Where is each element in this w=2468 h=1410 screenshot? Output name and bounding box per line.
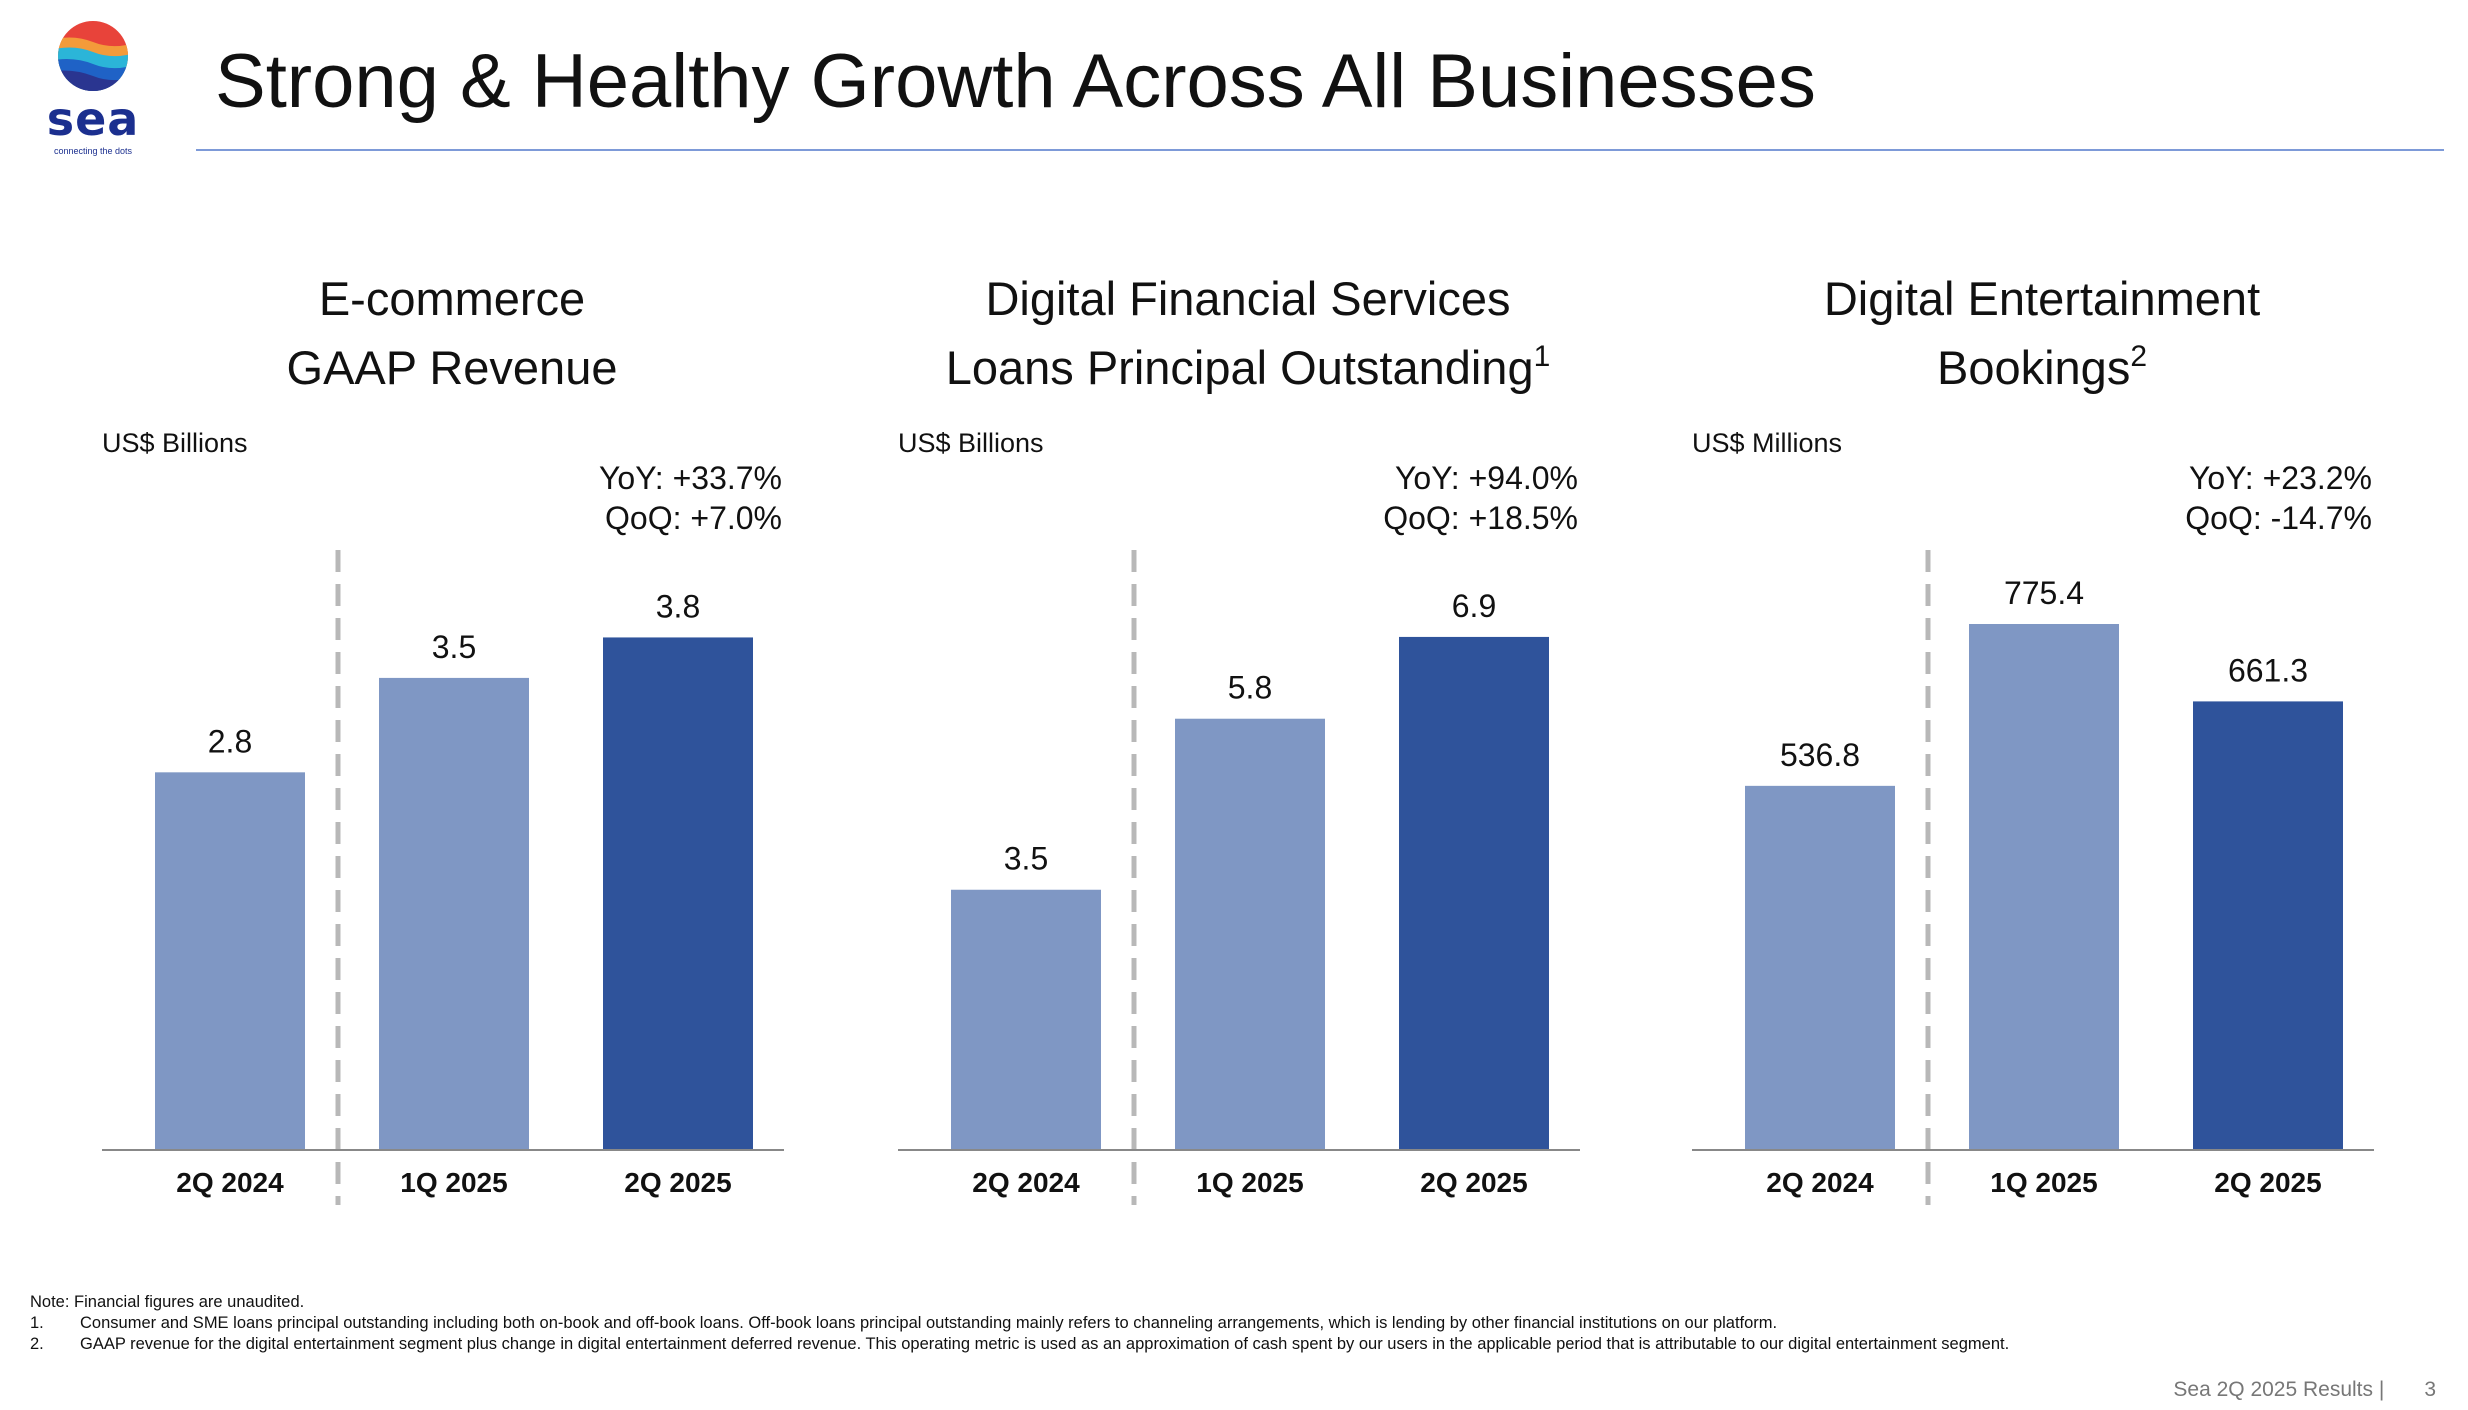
footnote-marker: 1 (1533, 340, 1551, 373)
bar-value-label: 6.9 (1452, 588, 1496, 624)
sea-logo: sea connecting the dots (38, 20, 148, 160)
bar (2193, 701, 2343, 1150)
footnote-text: Consumer and SME loans principal outstan… (80, 1314, 1778, 1332)
bar (1969, 623, 2119, 1150)
chart-digital-financial-services: Digital Financial Services Loans Princip… (898, 270, 1598, 1230)
footnotes: Note: Financial figures are unaudited. 1… (30, 1292, 2030, 1355)
footnote-text: GAAP revenue for the digital entertainme… (80, 1335, 2010, 1353)
bar-chart-svg: 2.8 2Q 2024 3.5 1Q 2025 3.8 2Q 2025 (102, 550, 784, 1205)
growth-stats: YoY: +94.0% QoQ: +18.5% (1383, 458, 1578, 538)
footnote-item: 1. Consumer and SME loans principal outs… (30, 1313, 2030, 1334)
footnote-number: 2. (30, 1335, 44, 1353)
page-number: 3 (2424, 1378, 2436, 1401)
logo-wordmark: sea (46, 92, 140, 146)
chart-title-line: Loans Principal Outstanding1 (945, 340, 1551, 394)
category-label: 2Q 2025 (624, 1167, 731, 1198)
footnote-marker: 2 (2130, 340, 2148, 373)
bar (951, 889, 1101, 1150)
bar (603, 637, 753, 1150)
chart-title-line: Digital Entertainment (1823, 272, 2261, 325)
bar (1745, 785, 1895, 1150)
category-label: 2Q 2025 (1420, 1167, 1527, 1198)
bar (1175, 718, 1325, 1150)
bar-chart-svg: 536.8 2Q 2024 775.4 1Q 2025 661.3 2Q 2025 (1692, 550, 2374, 1205)
qoq-label: QoQ: -14.7% (2185, 500, 2372, 536)
logo-tagline: connecting the dots (53, 146, 133, 156)
chart-title-line: GAAP Revenue (286, 341, 618, 394)
plot-area: 2.8 2Q 2024 3.5 1Q 2025 3.8 2Q 2025 (102, 550, 802, 1230)
bar-value-label: 3.8 (656, 588, 700, 624)
bar-value-label: 5.8 (1228, 670, 1272, 706)
plot-area: 3.5 2Q 2024 5.8 1Q 2025 6.9 2Q 2025 (898, 550, 1598, 1230)
category-label: 2Q 2024 (176, 1167, 284, 1198)
category-label: 1Q 2025 (1990, 1167, 2097, 1198)
qoq-label: QoQ: +18.5% (1383, 500, 1578, 536)
bar-value-label: 661.3 (2228, 652, 2308, 688)
footnote-item: 2. GAAP revenue for the digital entertai… (30, 1334, 2030, 1355)
unit-label: US$ Millions (1692, 428, 1843, 458)
bar-value-label: 536.8 (1780, 737, 1860, 773)
chart-digital-entertainment: Digital Entertainment Bookings2 US$ Mill… (1692, 270, 2392, 1230)
title-divider (196, 149, 2444, 151)
bar (155, 772, 305, 1150)
yoy-label: YoY: +33.7% (599, 460, 782, 496)
qoq-label: QoQ: +7.0% (605, 500, 782, 536)
bar (379, 677, 529, 1150)
bar-value-label: 2.8 (208, 723, 252, 759)
note-intro: Note: Financial figures are unaudited. (30, 1293, 305, 1311)
page-title: Strong & Healthy Growth Across All Busin… (215, 39, 1816, 124)
category-label: 1Q 2025 (1196, 1167, 1303, 1198)
sea-logo-mark (58, 21, 128, 91)
footnote-number: 1. (30, 1314, 44, 1332)
bar-chart-svg: 3.5 2Q 2024 5.8 1Q 2025 6.9 2Q 2025 (898, 550, 1580, 1205)
plot-area: 536.8 2Q 2024 775.4 1Q 2025 661.3 2Q 2025 (1692, 550, 2392, 1230)
category-label: 2Q 2025 (2214, 1167, 2321, 1198)
category-label: 1Q 2025 (400, 1167, 507, 1198)
chart-title: Digital Financial Services Loans Princip… (898, 270, 1598, 397)
yoy-label: YoY: +23.2% (2189, 460, 2372, 496)
growth-stats: YoY: +23.2% QoQ: -14.7% (2185, 458, 2372, 538)
unit-label: US$ Billions (102, 428, 248, 458)
chart-title: Digital Entertainment Bookings2 (1692, 270, 2392, 397)
chart-title-line: E-commerce (318, 272, 586, 325)
slide-footer: Sea 2Q 2025 Results | 3 (2173, 1378, 2436, 1402)
chart-title: E-commerce GAAP Revenue (102, 270, 802, 397)
footer-text: Sea 2Q 2025 Results | (2173, 1378, 2385, 1401)
chart-title-line: Digital Financial Services (985, 272, 1511, 325)
category-label: 2Q 2024 (972, 1167, 1080, 1198)
bar-value-label: 775.4 (2004, 575, 2084, 611)
chart-title-line: Bookings2 (1936, 340, 2148, 394)
yoy-label: YoY: +94.0% (1395, 460, 1578, 496)
bar (1399, 636, 1549, 1150)
chart-ecommerce: E-commerce GAAP Revenue US$ Billions YoY… (102, 270, 802, 1230)
unit-label: US$ Billions (898, 428, 1044, 458)
category-label: 2Q 2024 (1766, 1167, 1874, 1198)
growth-stats: YoY: +33.7% QoQ: +7.0% (599, 458, 782, 538)
bar-value-label: 3.5 (432, 629, 476, 665)
bar-value-label: 3.5 (1004, 841, 1048, 877)
